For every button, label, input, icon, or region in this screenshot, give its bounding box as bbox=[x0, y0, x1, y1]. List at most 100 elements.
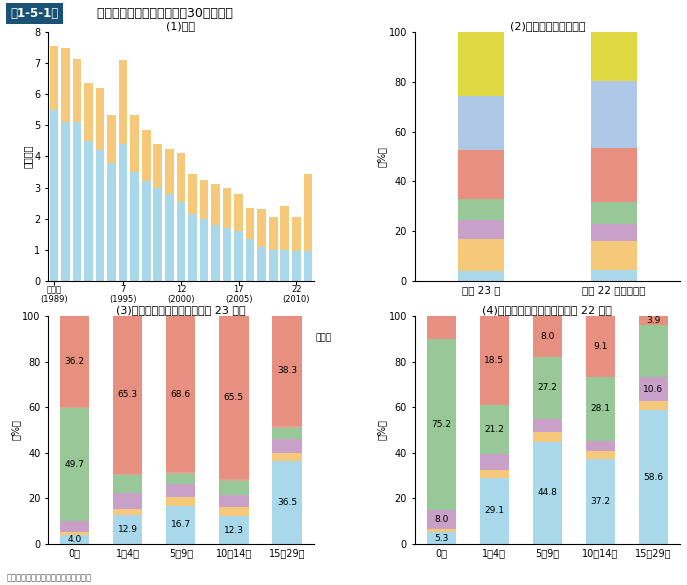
Bar bbox=[211, 184, 220, 225]
Text: 10.6: 10.6 bbox=[644, 384, 664, 394]
Bar bbox=[234, 194, 243, 231]
Bar bbox=[177, 153, 185, 202]
Bar bbox=[586, 451, 615, 459]
Bar bbox=[200, 180, 208, 219]
Text: 27.2: 27.2 bbox=[537, 384, 557, 393]
Bar bbox=[113, 474, 142, 493]
Title: (1)推移: (1)推移 bbox=[166, 22, 195, 32]
Bar bbox=[427, 316, 455, 339]
Bar bbox=[532, 316, 562, 357]
Bar bbox=[142, 181, 150, 281]
Bar bbox=[273, 453, 302, 461]
Bar bbox=[591, 32, 637, 81]
Bar bbox=[166, 484, 196, 497]
Bar bbox=[246, 239, 254, 281]
Bar bbox=[273, 439, 302, 453]
Legend: 交通事故, その他: 交通事故, その他 bbox=[108, 380, 227, 400]
Bar bbox=[165, 149, 174, 194]
Text: 44.8: 44.8 bbox=[537, 488, 557, 497]
Bar bbox=[131, 115, 139, 172]
Bar bbox=[591, 81, 637, 148]
Bar bbox=[113, 515, 142, 544]
Bar bbox=[219, 507, 249, 516]
Bar bbox=[131, 172, 139, 281]
Bar bbox=[223, 188, 232, 228]
Bar bbox=[269, 250, 278, 281]
Bar bbox=[107, 163, 116, 281]
Text: 38.3: 38.3 bbox=[277, 366, 297, 376]
Bar bbox=[95, 150, 104, 281]
Bar bbox=[427, 532, 455, 544]
Y-axis label: （千人）: （千人） bbox=[23, 144, 33, 168]
Bar bbox=[480, 316, 509, 405]
Bar bbox=[591, 223, 637, 241]
Bar bbox=[458, 150, 504, 199]
Text: 16.7: 16.7 bbox=[171, 521, 191, 529]
Bar bbox=[639, 325, 668, 377]
Bar bbox=[480, 405, 509, 454]
Text: 21.2: 21.2 bbox=[484, 425, 504, 434]
Bar bbox=[85, 84, 93, 141]
Bar bbox=[60, 532, 89, 535]
Bar bbox=[61, 122, 70, 281]
Bar bbox=[427, 339, 455, 510]
Text: 8.0: 8.0 bbox=[540, 332, 554, 341]
Bar bbox=[458, 32, 504, 95]
Bar bbox=[119, 60, 128, 144]
Bar bbox=[113, 493, 142, 509]
Text: 第1-5-1図: 第1-5-1図 bbox=[10, 6, 58, 20]
Text: 4.0: 4.0 bbox=[67, 535, 82, 544]
Bar bbox=[304, 252, 312, 281]
Bar bbox=[219, 479, 249, 481]
Bar bbox=[304, 174, 312, 252]
Text: 3.9: 3.9 bbox=[646, 316, 661, 325]
Bar bbox=[273, 428, 302, 439]
Bar bbox=[219, 316, 249, 479]
Bar bbox=[280, 250, 289, 281]
Bar bbox=[532, 432, 562, 442]
Bar bbox=[166, 316, 196, 473]
Bar bbox=[153, 188, 162, 281]
Bar bbox=[458, 199, 504, 220]
Bar bbox=[73, 58, 81, 122]
Bar bbox=[639, 316, 668, 325]
Text: 9.1: 9.1 bbox=[593, 342, 607, 351]
Bar bbox=[188, 214, 196, 281]
Bar bbox=[177, 202, 185, 281]
Bar bbox=[639, 410, 668, 544]
Bar bbox=[458, 271, 504, 281]
Bar bbox=[292, 217, 301, 252]
Bar bbox=[591, 270, 637, 281]
Bar bbox=[95, 88, 104, 150]
Text: 12.9: 12.9 bbox=[117, 525, 138, 534]
Y-axis label: （%）: （%） bbox=[377, 146, 387, 167]
Bar bbox=[60, 535, 89, 544]
Text: （出典）厚生労働省「人口動態統計」: （出典）厚生労働省「人口動態統計」 bbox=[7, 573, 92, 582]
Text: 37.2: 37.2 bbox=[590, 497, 611, 506]
Bar bbox=[280, 207, 289, 250]
Bar bbox=[458, 220, 504, 239]
Bar bbox=[586, 441, 615, 451]
Bar bbox=[211, 225, 220, 281]
Bar bbox=[219, 481, 249, 495]
Bar bbox=[532, 419, 562, 432]
Title: (2)年齢階級別構成割合: (2)年齢階級別構成割合 bbox=[510, 22, 585, 32]
Bar bbox=[166, 474, 196, 484]
Bar bbox=[532, 357, 562, 419]
Bar bbox=[480, 478, 509, 544]
Bar bbox=[458, 239, 504, 271]
Bar bbox=[532, 442, 562, 544]
Bar bbox=[119, 144, 128, 281]
Bar bbox=[480, 470, 509, 478]
Bar bbox=[85, 141, 93, 281]
Bar bbox=[166, 497, 196, 506]
Bar bbox=[292, 252, 301, 281]
Bar bbox=[273, 316, 302, 426]
Bar bbox=[219, 516, 249, 544]
Bar bbox=[113, 316, 142, 474]
Text: 8.0: 8.0 bbox=[434, 515, 449, 524]
Text: 18.5: 18.5 bbox=[484, 356, 504, 365]
Bar bbox=[188, 174, 196, 214]
Bar bbox=[166, 506, 196, 544]
Bar bbox=[49, 46, 58, 110]
